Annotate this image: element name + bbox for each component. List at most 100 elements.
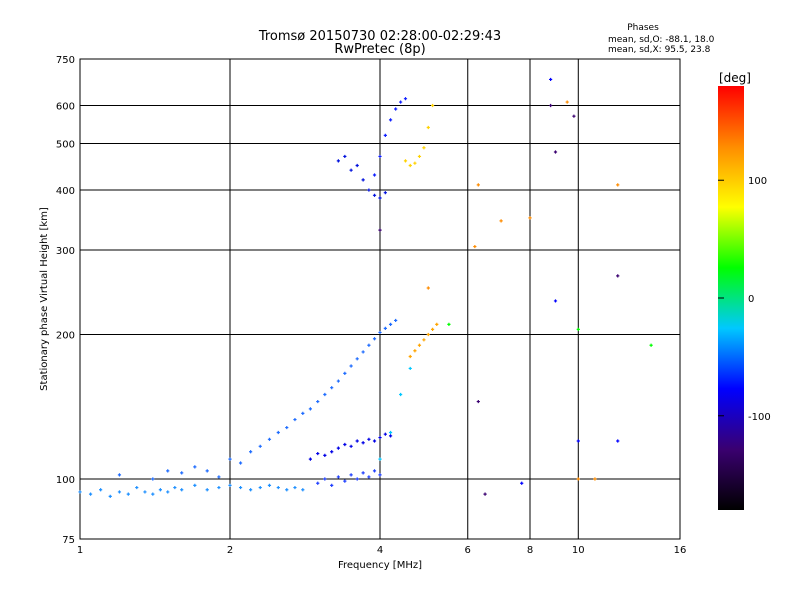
- data-point: [403, 159, 408, 163]
- colorbar-ticks: 100 0 -100: [718, 176, 771, 423]
- data-point: [308, 407, 313, 411]
- data-point: [476, 183, 480, 187]
- x-tick-label: 2: [227, 545, 233, 556]
- y-tick-label: 750: [56, 55, 75, 66]
- data-point: [430, 103, 435, 108]
- data-point: [238, 485, 243, 490]
- data-point: [576, 439, 580, 443]
- data-point: [316, 399, 320, 404]
- data-point: [88, 492, 93, 496]
- data-point: [126, 492, 130, 496]
- x-tick-label: 1: [77, 545, 83, 556]
- data-point: [151, 492, 155, 496]
- data-point: [135, 485, 139, 490]
- data-point: [361, 350, 365, 354]
- data-point: [205, 469, 209, 473]
- data-point: [330, 386, 334, 390]
- data-point: [616, 439, 620, 443]
- data-point: [408, 366, 412, 371]
- x-tick-label: 8: [527, 545, 533, 556]
- data-point: [349, 364, 353, 368]
- data-point: [158, 488, 163, 492]
- data-point: [430, 327, 435, 331]
- data-point: [553, 299, 558, 303]
- phases-line-1: mean, sd,O: -88.1, 18.0: [608, 35, 715, 45]
- data-point: [383, 326, 387, 330]
- data-point: [435, 322, 439, 326]
- data-point: [323, 453, 327, 458]
- data-point: [166, 490, 170, 494]
- data-point: [293, 417, 297, 422]
- x-tick-label: 4: [377, 545, 383, 556]
- data-point: [417, 343, 422, 347]
- data-point: [572, 114, 576, 118]
- y-axis-ticks: 75 100 200 300 400 500 600 750: [56, 55, 75, 546]
- data-point: [473, 244, 477, 249]
- data-point: [422, 146, 426, 150]
- data-point: [108, 494, 112, 499]
- data-point: [417, 154, 422, 159]
- data-point: [349, 473, 353, 477]
- data-point: [117, 473, 122, 477]
- data-point: [285, 425, 289, 430]
- phases-line-2: mean, sd,X: 95.5, 23.8: [608, 45, 711, 55]
- data-point: [388, 430, 393, 435]
- data-point: [616, 274, 620, 278]
- data-point: [408, 354, 412, 359]
- data-point: [447, 322, 451, 326]
- data-point: [367, 437, 371, 441]
- data-point: [336, 475, 340, 479]
- data-point: [336, 159, 340, 163]
- data-point: [378, 473, 382, 477]
- data-point: [166, 469, 170, 473]
- data-point: [180, 471, 184, 475]
- data-point: [228, 483, 232, 487]
- y-tick-label: 200: [56, 331, 75, 342]
- data-point: [499, 219, 503, 223]
- data-point: [367, 475, 371, 479]
- chart-subtitle: RwPretec (8p): [334, 42, 425, 57]
- data-point: [99, 488, 103, 492]
- data-point: [520, 481, 524, 485]
- data-point: [330, 483, 334, 487]
- data-point: [426, 332, 430, 337]
- data-point: [249, 450, 253, 454]
- data-point: [301, 488, 305, 492]
- x-axis-label: Frequency [MHz]: [338, 560, 422, 571]
- data-point: [383, 432, 387, 436]
- data-point: [343, 154, 347, 159]
- data-point: [151, 477, 155, 481]
- data-point: [399, 392, 403, 397]
- data-point: [343, 371, 347, 375]
- data-point: [301, 411, 305, 416]
- x-tick-label: 10: [572, 545, 585, 556]
- data-point: [476, 399, 480, 404]
- data-point: [372, 193, 377, 197]
- data-point: [413, 161, 417, 165]
- data-point: [349, 444, 353, 448]
- data-points: [78, 77, 653, 499]
- data-point: [361, 178, 365, 182]
- data-point: [649, 343, 653, 347]
- data-point: [378, 196, 382, 200]
- data-point: [372, 439, 377, 443]
- x-tick-label: 16: [674, 545, 687, 556]
- chart-title: Tromsø 20150730 02:28:00-02:29:43: [258, 29, 501, 44]
- data-point: [483, 492, 487, 496]
- data-point: [367, 343, 371, 347]
- data-point: [378, 457, 382, 461]
- y-tick-label: 600: [56, 102, 75, 113]
- data-point: [143, 490, 147, 494]
- data-point: [355, 439, 359, 443]
- data-point: [293, 485, 297, 490]
- data-point: [316, 451, 320, 456]
- data-point: [343, 442, 347, 447]
- data-point: [426, 125, 430, 130]
- data-point: [378, 228, 382, 232]
- data-point: [372, 173, 377, 177]
- data-point: [267, 483, 272, 487]
- data-point: [422, 338, 426, 342]
- data-point: [258, 444, 262, 448]
- data-point: [361, 441, 365, 445]
